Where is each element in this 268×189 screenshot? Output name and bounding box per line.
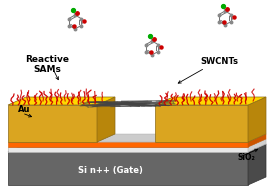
Text: SWCNTs: SWCNTs (200, 57, 238, 67)
Polygon shape (8, 97, 115, 105)
Polygon shape (155, 97, 266, 105)
Polygon shape (97, 134, 173, 142)
Polygon shape (8, 147, 248, 152)
Polygon shape (248, 97, 266, 142)
Polygon shape (248, 134, 266, 147)
Text: SiO₂: SiO₂ (238, 153, 256, 163)
Text: Au: Au (18, 105, 31, 115)
Polygon shape (248, 139, 266, 152)
Polygon shape (8, 144, 266, 152)
Polygon shape (8, 142, 248, 147)
Polygon shape (8, 105, 97, 142)
Polygon shape (97, 97, 115, 142)
Text: Reactive
SAMs: Reactive SAMs (25, 55, 69, 74)
Text: Si n++ (Gate): Si n++ (Gate) (77, 166, 142, 174)
Polygon shape (8, 152, 248, 185)
Polygon shape (155, 105, 248, 142)
Polygon shape (248, 144, 266, 185)
